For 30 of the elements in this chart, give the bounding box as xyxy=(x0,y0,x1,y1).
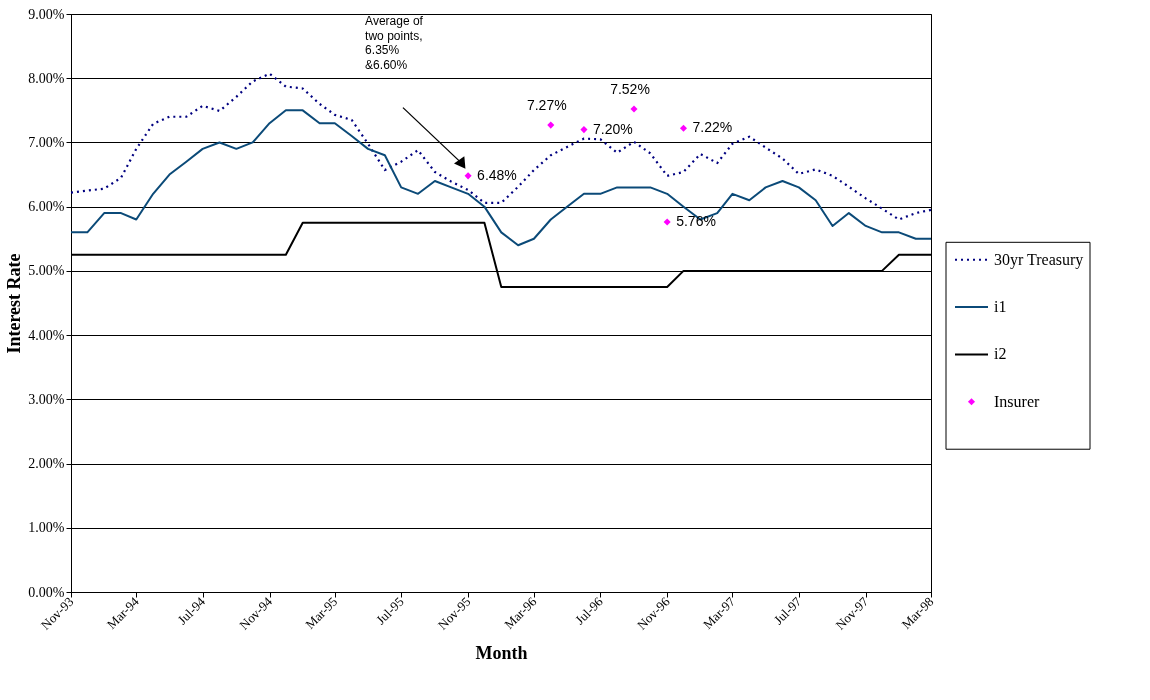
data-label: 5.76% xyxy=(676,213,716,230)
point xyxy=(464,172,472,180)
y-tick-label: 5.00% xyxy=(28,263,65,279)
legend-label: Insurer xyxy=(994,392,1040,410)
point xyxy=(630,105,638,113)
point xyxy=(679,124,688,132)
y-tick-label: 2.00% xyxy=(28,456,65,472)
data-label: 7.27% xyxy=(526,97,567,114)
point xyxy=(547,121,555,129)
y-tick-label: 9.00% xyxy=(28,6,65,22)
legend-label: 30yr Treasury xyxy=(994,250,1084,269)
data-label: 7.20% xyxy=(592,120,633,137)
legend-label: i2 xyxy=(994,345,1007,363)
point xyxy=(663,218,671,226)
data-label: 6.48% xyxy=(477,166,517,183)
data-label: 7.22% xyxy=(692,119,733,136)
x-axis-title: Month xyxy=(475,642,528,663)
line-series xyxy=(70,109,932,247)
y-tick-label: 1.00% xyxy=(28,520,65,536)
y-axis-title: Interest Rate xyxy=(4,253,25,354)
y-tick-label: 0.00% xyxy=(28,584,65,600)
y-tick-label: 3.00% xyxy=(28,391,65,407)
y-tick-label: 8.00% xyxy=(28,70,65,86)
y-tick-label: 7.00% xyxy=(28,134,65,150)
data-label: 7.52% xyxy=(610,81,650,98)
annotation: Average of two points, 6.35% &6.60% xyxy=(365,14,424,72)
y-tick-label: 4.00% xyxy=(28,327,65,343)
legend-label: i1 xyxy=(994,298,1007,316)
y-tick-label: 6.00% xyxy=(28,199,65,215)
point xyxy=(580,126,588,134)
